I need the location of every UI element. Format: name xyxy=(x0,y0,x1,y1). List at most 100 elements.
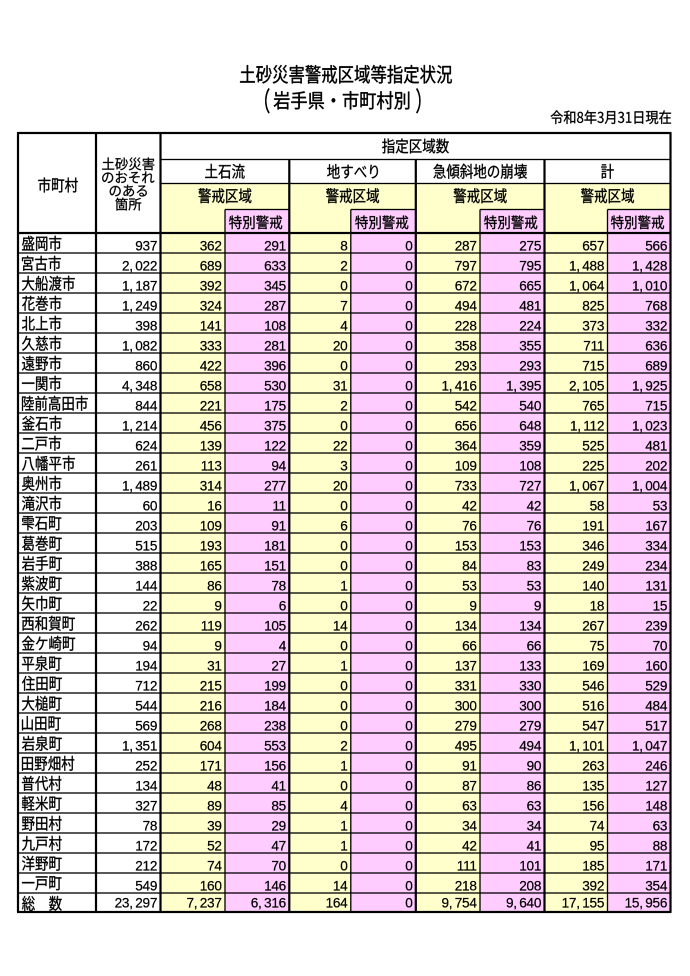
svg-text:14: 14 xyxy=(333,619,348,634)
svg-text:9: 9 xyxy=(214,599,221,614)
svg-text:547: 547 xyxy=(582,719,604,734)
svg-text:0: 0 xyxy=(405,779,413,794)
svg-text:234: 234 xyxy=(645,559,668,574)
svg-text:569: 569 xyxy=(135,719,157,734)
svg-text:0: 0 xyxy=(405,339,413,354)
svg-text:345: 345 xyxy=(264,279,286,294)
svg-text:324: 324 xyxy=(200,299,223,314)
svg-text:795: 795 xyxy=(519,259,541,274)
svg-text:844: 844 xyxy=(135,399,158,414)
svg-text:354: 354 xyxy=(645,879,668,894)
svg-text:137: 137 xyxy=(455,659,477,674)
svg-text:287: 287 xyxy=(264,299,286,314)
svg-text:549: 549 xyxy=(135,879,157,894)
svg-text:672: 672 xyxy=(455,279,477,294)
svg-text:396: 396 xyxy=(264,359,286,374)
svg-text:0: 0 xyxy=(405,859,413,874)
svg-text:0: 0 xyxy=(405,879,413,894)
svg-text:9, 640: 9, 640 xyxy=(506,896,542,911)
svg-text:31: 31 xyxy=(333,379,348,394)
svg-text:181: 181 xyxy=(264,539,286,554)
svg-text:0: 0 xyxy=(405,519,413,534)
svg-text:14: 14 xyxy=(333,879,348,894)
svg-text:22: 22 xyxy=(333,439,348,454)
svg-text:1, 067: 1, 067 xyxy=(569,479,604,494)
svg-text:481: 481 xyxy=(645,439,667,454)
svg-text:624: 624 xyxy=(135,439,158,454)
svg-text:733: 733 xyxy=(455,479,477,494)
svg-text:281: 281 xyxy=(264,339,286,354)
svg-text:66: 66 xyxy=(527,639,542,654)
svg-text:359: 359 xyxy=(519,439,541,454)
svg-text:87: 87 xyxy=(462,779,477,794)
svg-text:172: 172 xyxy=(135,839,157,854)
svg-text:293: 293 xyxy=(519,359,541,374)
svg-text:279: 279 xyxy=(455,719,477,734)
svg-text:7, 237: 7, 237 xyxy=(186,896,221,911)
svg-text:287: 287 xyxy=(455,239,477,254)
svg-text:542: 542 xyxy=(455,399,477,414)
svg-text:689: 689 xyxy=(200,259,222,274)
svg-text:48: 48 xyxy=(207,779,222,794)
svg-text:63: 63 xyxy=(653,819,668,834)
svg-text:0: 0 xyxy=(405,359,413,374)
svg-text:362: 362 xyxy=(200,239,222,254)
svg-text:1, 416: 1, 416 xyxy=(441,379,476,394)
svg-text:268: 268 xyxy=(200,719,222,734)
svg-text:84: 84 xyxy=(462,559,477,574)
svg-text:215: 215 xyxy=(200,679,222,694)
svg-text:1, 101: 1, 101 xyxy=(569,739,604,754)
svg-text:47: 47 xyxy=(271,839,286,854)
svg-text:0: 0 xyxy=(405,399,413,414)
svg-text:604: 604 xyxy=(200,739,223,754)
svg-text:648: 648 xyxy=(519,419,541,434)
svg-text:0: 0 xyxy=(340,359,348,374)
svg-text:2: 2 xyxy=(340,259,347,274)
svg-text:164: 164 xyxy=(326,896,349,911)
svg-text:78: 78 xyxy=(143,819,158,834)
svg-text:364: 364 xyxy=(455,439,478,454)
svg-text:60: 60 xyxy=(143,499,158,514)
svg-text:373: 373 xyxy=(582,319,604,334)
svg-text:2: 2 xyxy=(340,739,347,754)
svg-text:633: 633 xyxy=(264,259,286,274)
svg-text:119: 119 xyxy=(201,619,222,634)
svg-text:111: 111 xyxy=(457,859,477,874)
svg-text:74: 74 xyxy=(207,859,222,874)
svg-text:0: 0 xyxy=(405,239,413,254)
svg-text:0: 0 xyxy=(405,479,413,494)
svg-text:191: 191 xyxy=(582,519,604,534)
svg-text:9, 754: 9, 754 xyxy=(441,896,477,911)
svg-text:139: 139 xyxy=(200,439,222,454)
svg-text:0: 0 xyxy=(340,419,348,434)
svg-text:0: 0 xyxy=(340,699,348,714)
svg-text:134: 134 xyxy=(135,779,158,794)
svg-text:135: 135 xyxy=(582,779,604,794)
svg-text:53: 53 xyxy=(462,579,477,594)
svg-text:1, 395: 1, 395 xyxy=(506,379,541,394)
svg-text:689: 689 xyxy=(645,359,667,374)
svg-text:8: 8 xyxy=(340,239,347,254)
svg-text:202: 202 xyxy=(645,459,667,474)
svg-text:1: 1 xyxy=(340,659,347,674)
svg-text:169: 169 xyxy=(582,659,604,674)
svg-text:0: 0 xyxy=(405,379,413,394)
svg-text:267: 267 xyxy=(582,619,604,634)
svg-text:1, 488: 1, 488 xyxy=(569,259,604,274)
svg-text:0: 0 xyxy=(405,439,413,454)
svg-text:658: 658 xyxy=(200,379,222,394)
svg-text:7: 7 xyxy=(340,299,347,314)
svg-text:252: 252 xyxy=(135,759,157,774)
svg-text:86: 86 xyxy=(207,579,222,594)
svg-text:797: 797 xyxy=(455,259,477,274)
svg-text:1, 112: 1, 112 xyxy=(570,419,604,434)
svg-text:70: 70 xyxy=(271,859,286,874)
svg-text:1: 1 xyxy=(340,819,347,834)
svg-text:91: 91 xyxy=(462,759,477,774)
svg-text:0: 0 xyxy=(405,559,413,574)
svg-text:1, 082: 1, 082 xyxy=(122,339,157,354)
svg-text:151: 151 xyxy=(264,559,286,574)
svg-text:109: 109 xyxy=(455,459,477,474)
svg-text:263: 263 xyxy=(582,759,604,774)
svg-text:0: 0 xyxy=(405,799,413,814)
